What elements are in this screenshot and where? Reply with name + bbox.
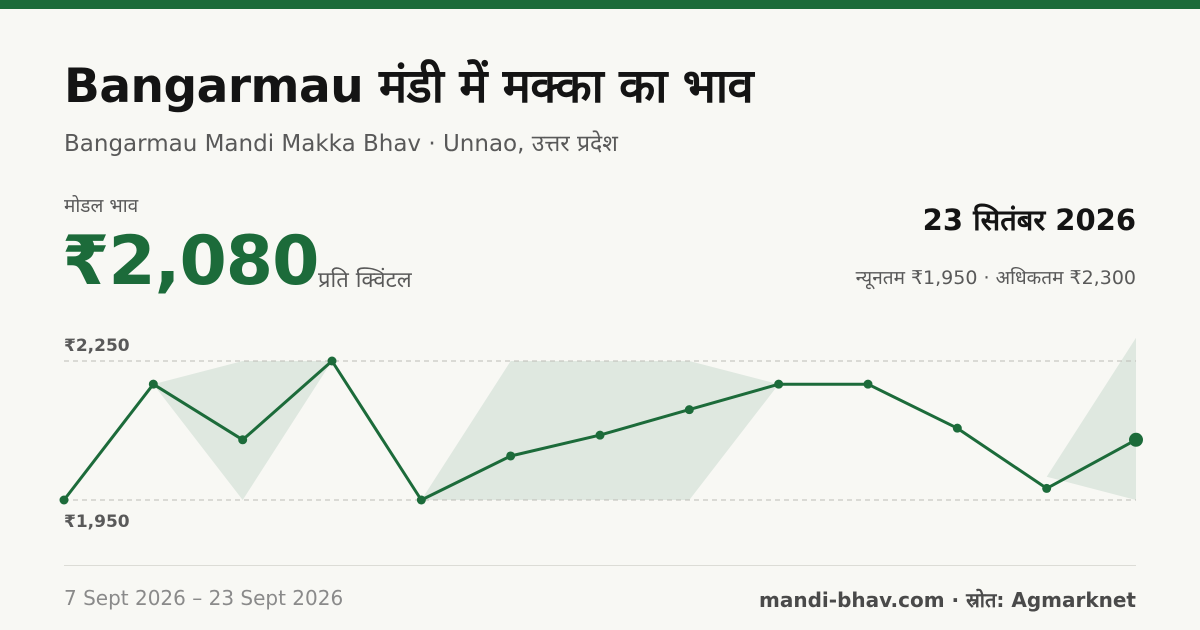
modal-price-value: ₹2,080 (62, 222, 319, 301)
data-point (59, 495, 69, 505)
y-tick-label: ₹2,250 (64, 336, 130, 356)
page-subtitle: Bangarmau Mandi Makka Bhav · Unnao, उत्त… (64, 131, 618, 157)
date-period: 7 Sept 2026 – 23 Sept 2026 (64, 586, 344, 610)
data-point (595, 430, 605, 440)
data-point (238, 435, 248, 445)
grid-lines (64, 360, 1136, 501)
min-max-range: न्यूनतम ₹1,950 · अधिकतम ₹2,300 (855, 267, 1136, 289)
y-tick-label: ₹1,950 (64, 512, 130, 532)
latest-data-point (1129, 432, 1143, 447)
data-point (1042, 483, 1052, 493)
data-point (952, 423, 962, 433)
data-points (59, 356, 1143, 505)
data-point (506, 451, 516, 461)
min-max-band-layer (64, 337, 1136, 500)
data-point (148, 379, 158, 389)
y-axis-labels: ₹2,250 ₹1,950 (64, 336, 130, 532)
page-title: Bangarmau मंडी में मक्का का भाव (64, 59, 754, 114)
min-max-band (64, 337, 1136, 500)
data-point (327, 356, 337, 366)
modal-price-label: मोडल भाव (64, 195, 139, 217)
data-point (863, 379, 873, 389)
data-point (774, 379, 784, 389)
top-accent-bar (0, 0, 1200, 9)
price-date: 23 सितंबर 2026 (922, 203, 1136, 237)
footer-divider (64, 565, 1136, 566)
data-point (416, 495, 426, 505)
source-credit: mandi-bhav.com · स्रोत: Agmarknet (759, 588, 1136, 612)
price-unit: प्रति क्विंटल (318, 268, 412, 293)
data-point (684, 405, 694, 415)
